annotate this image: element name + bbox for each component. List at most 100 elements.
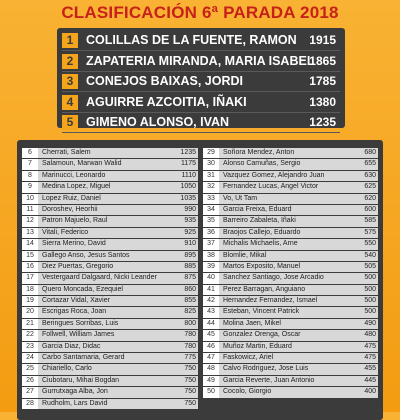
- rank: 22: [22, 330, 38, 341]
- ranking-row: 7 Salamoun, Marwan Walid 1175: [22, 159, 198, 170]
- top-row: 3 CONEJOS BAIXAS, JORDI 1785: [62, 72, 340, 92]
- points: 1865: [309, 53, 336, 68]
- points: 630: [364, 171, 376, 179]
- points: 500: [364, 274, 376, 282]
- rank: 32: [203, 182, 219, 193]
- points: 680: [364, 149, 376, 156]
- points: 500: [364, 308, 376, 316]
- points: 475: [364, 342, 376, 350]
- rank: 26: [22, 375, 38, 387]
- player-name: Marinucci, Leonardo: [42, 171, 106, 179]
- player-name: Ciubotaru, Mihai Bogdan: [42, 376, 120, 384]
- player-name: Hernandez Fernandez, Ismael: [223, 297, 318, 305]
- ranking-column: 6 Cherrati, Salem 1235 7 Salamoun, Marwan Wa…: [22, 148, 198, 410]
- points: 1380: [309, 94, 336, 109]
- rank: 14: [22, 239, 38, 250]
- ranking-row: 47 Faskowicz, Ariel 475: [203, 353, 378, 364]
- player-name: Garcia Diaz, Didac: [42, 342, 101, 350]
- player-name: Gallego Anso, Jesus Santos: [42, 251, 130, 259]
- points: 1035: [180, 194, 196, 202]
- ranking-row: 15 Gallego Anso, Jesus Santos 895: [22, 250, 198, 261]
- player-name: ZAPATERIA MIRANDA, MARIA ISABEL: [86, 53, 315, 68]
- ranking-row: 18 Quero Moncada, Ezequiel 860: [22, 284, 198, 296]
- player-name: Sierra Merino, David: [42, 240, 106, 248]
- rank: 8: [22, 170, 38, 182]
- points: 855: [184, 297, 196, 305]
- player-name: Sanchez Santiago, Jose Arcadio: [223, 274, 324, 282]
- points: 780: [184, 342, 196, 350]
- ranking-row: 43 Esteban, Vincent Patrick 500: [203, 307, 378, 318]
- rank: 30: [203, 159, 219, 170]
- player-name: Vitali, Federico: [42, 228, 89, 236]
- points: 625: [364, 183, 376, 191]
- player-name: Fernandez Lucas, Angel Victor: [223, 183, 319, 191]
- points: 620: [364, 194, 376, 202]
- player-name: Michalis Michaelis, Arne: [223, 240, 298, 248]
- points: 600: [364, 205, 376, 213]
- rank: 31: [203, 170, 219, 182]
- player-name: Lopez Ruiz, Daniel: [42, 194, 101, 202]
- points: 500: [364, 297, 376, 305]
- player-name: Carbo Santamaria, Gerard: [42, 354, 125, 362]
- points: 875: [184, 274, 196, 282]
- ranking-row: 17 Vestergaard Dalgaard, Nicki Leander 875: [22, 273, 198, 284]
- player-name: Patron Majuelo, Raul: [42, 217, 108, 225]
- player-name: Diez Puertas, Gregorio: [42, 262, 114, 270]
- points: 400: [364, 388, 376, 396]
- ranking-row: 21 Beringues Sorribas, Luis 800: [22, 318, 198, 330]
- player-name: Martos Exposito, Manuel: [223, 262, 301, 270]
- player-name: Gurrutxaga Alba, Jon: [42, 388, 108, 396]
- player-name: Faskowicz, Ariel: [223, 354, 274, 362]
- rank: 35: [203, 216, 219, 227]
- player-name: Quero Moncada, Ezequiel: [42, 285, 123, 293]
- rank: 29: [203, 148, 219, 159]
- rank: 9: [22, 182, 38, 193]
- rank: 27: [22, 387, 38, 398]
- points: 500: [364, 285, 376, 293]
- player-name: Calvo Rodriguez, Jose Luis: [223, 365, 309, 373]
- ranking-row: 36 Braojos Callejo, Eduardo 575: [203, 227, 378, 239]
- ranking-panel: 6 Cherrati, Salem 1235 7 Salamoun, Marwan Wa…: [17, 140, 383, 420]
- ranking-row: 6 Cherrati, Salem 1235: [22, 148, 198, 159]
- rank: 11: [22, 204, 38, 216]
- rank: 41: [203, 284, 219, 296]
- player-name: AGUIRRE AZCOITIA, IÑAKI: [86, 94, 247, 109]
- rank: 23: [22, 341, 38, 353]
- rank: 19: [22, 296, 38, 307]
- rank: 4: [62, 94, 78, 110]
- points: 655: [364, 160, 376, 168]
- ranking-row: 23 Garcia Diaz, Didac 780: [22, 341, 198, 353]
- points: 445: [364, 376, 376, 384]
- points: 1175: [180, 160, 196, 168]
- points: 775: [184, 354, 196, 362]
- rank: 13: [22, 227, 38, 239]
- ranking-row: 10 Lopez Ruiz, Daniel 1035: [22, 193, 198, 204]
- player-name: Alonso Camuñas, Sergio: [223, 160, 301, 168]
- points: 885: [184, 262, 196, 270]
- top-row: 5 GIMENO ALONSO, IVAN 1235: [62, 113, 340, 133]
- ranking-row: 46 Muñoz Martin, Eduard 475: [203, 341, 378, 353]
- points: 825: [184, 308, 196, 316]
- points: 1915: [309, 33, 336, 47]
- ranking-row: 35 Barreiro Zabaleta, Iñaki 585: [203, 216, 378, 227]
- player-name: Doroshev, Heorhii: [42, 205, 98, 213]
- rank: 39: [203, 261, 219, 273]
- rank: 2: [62, 53, 78, 69]
- rank: 17: [22, 273, 38, 284]
- rank: 37: [203, 239, 219, 250]
- points: 490: [364, 319, 376, 327]
- player-name: Vo, Ut Tam: [223, 194, 258, 202]
- points: 575: [364, 228, 376, 236]
- points: 550: [364, 240, 376, 248]
- rank: 50: [203, 387, 219, 398]
- player-name: Perez Barragan, Anguiano: [223, 285, 306, 293]
- ranking-row: 40 Sanchez Santiago, Jose Arcadio 500: [203, 273, 378, 284]
- rank: 46: [203, 341, 219, 353]
- ranking-row: 37 Michalis Michaelis, Arne 550: [203, 239, 378, 250]
- rank: 47: [203, 353, 219, 364]
- rank: 25: [22, 364, 38, 375]
- ranking-row: 8 Marinucci, Leonardo 1110: [22, 170, 198, 182]
- player-name: Cocolo, Giorgio: [223, 388, 272, 396]
- ranking-row: 44 Molina Jaen, Mikel 490: [203, 318, 378, 330]
- ranking-row: 34 Garcia Freixa, Eduard 600: [203, 204, 378, 216]
